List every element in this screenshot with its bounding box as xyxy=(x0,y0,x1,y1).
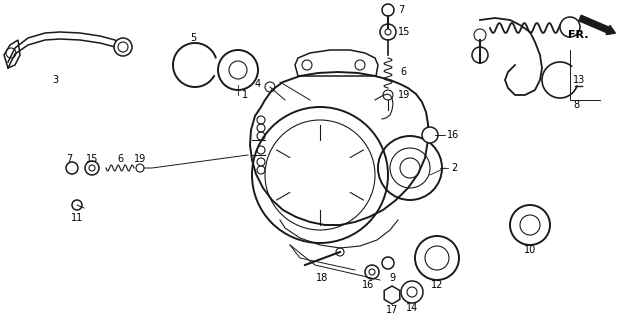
Text: 14: 14 xyxy=(406,303,418,313)
Text: 3: 3 xyxy=(52,75,58,85)
Text: 6: 6 xyxy=(400,67,406,77)
Text: 11: 11 xyxy=(71,213,83,223)
Text: 2: 2 xyxy=(451,163,457,173)
Text: 18: 18 xyxy=(316,273,328,283)
Circle shape xyxy=(72,200,82,210)
Text: 7: 7 xyxy=(66,154,72,164)
Text: 17: 17 xyxy=(386,305,398,315)
Text: 4: 4 xyxy=(255,79,261,89)
Circle shape xyxy=(66,162,78,174)
FancyArrow shape xyxy=(579,15,615,35)
Text: 19: 19 xyxy=(134,154,146,164)
Text: 9: 9 xyxy=(389,273,395,283)
Text: 6: 6 xyxy=(117,154,123,164)
Text: 15: 15 xyxy=(398,27,411,37)
Text: 7: 7 xyxy=(398,5,404,15)
Circle shape xyxy=(382,257,394,269)
Text: 8: 8 xyxy=(573,100,579,110)
Text: 10: 10 xyxy=(524,245,536,255)
Text: 16: 16 xyxy=(447,130,459,140)
Text: 19: 19 xyxy=(398,90,410,100)
Circle shape xyxy=(560,17,580,37)
Circle shape xyxy=(114,38,132,56)
Text: 12: 12 xyxy=(431,280,443,290)
Circle shape xyxy=(382,4,394,16)
Text: 15: 15 xyxy=(86,154,98,164)
Text: 13: 13 xyxy=(573,75,585,85)
Circle shape xyxy=(422,127,438,143)
Text: 16: 16 xyxy=(362,280,374,290)
Text: FR.: FR. xyxy=(568,30,588,40)
Text: 5: 5 xyxy=(190,33,196,43)
Text: 1: 1 xyxy=(242,90,248,100)
